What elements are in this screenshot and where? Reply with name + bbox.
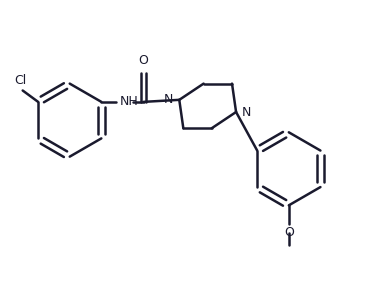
Text: N: N — [164, 93, 174, 105]
Text: NH: NH — [120, 95, 139, 108]
Text: O: O — [138, 54, 149, 67]
Text: O: O — [284, 226, 294, 239]
Text: Cl: Cl — [14, 74, 27, 87]
Text: N: N — [242, 105, 251, 118]
